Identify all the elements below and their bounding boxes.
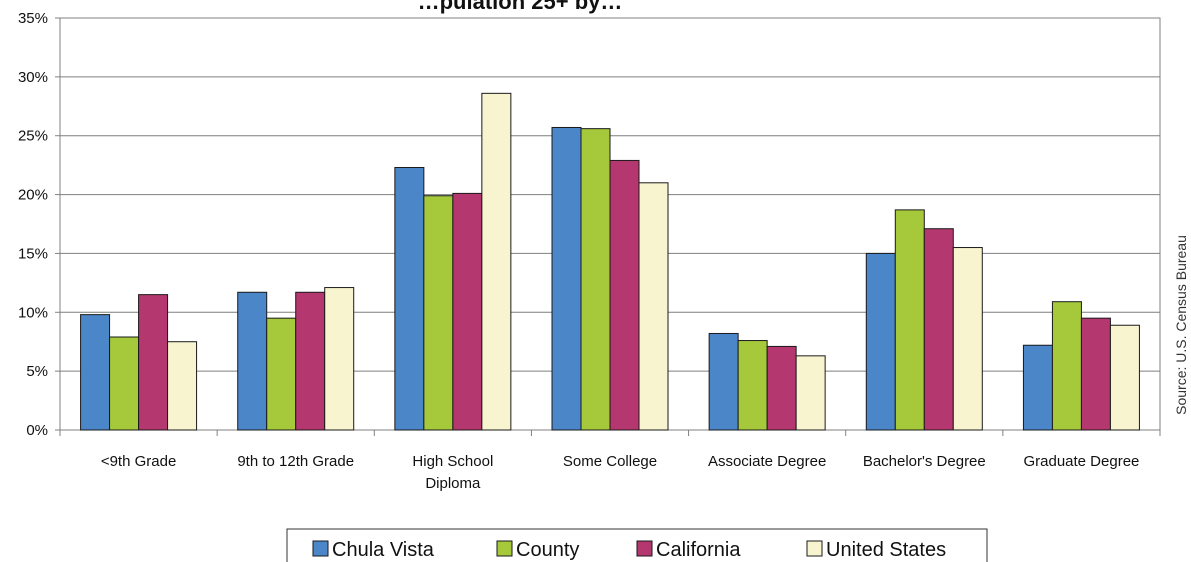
bar xyxy=(481,92,512,431)
bar xyxy=(1080,317,1111,431)
legend-swatch xyxy=(636,540,653,557)
bar xyxy=(266,317,297,431)
bar xyxy=(80,314,111,431)
x-axis-categories: <9th Grade 9th to 12th Grade High School Di… xyxy=(59,430,1161,492)
y-tick-label: 25% xyxy=(18,128,48,145)
bar xyxy=(1051,301,1082,431)
y-tick-label: 5% xyxy=(26,363,48,380)
legend-label: Chula Vista xyxy=(332,539,435,561)
bar xyxy=(324,287,355,431)
x-category-label: Graduate Degree xyxy=(1023,453,1139,470)
y-tick-label: 20% xyxy=(18,187,48,204)
source-note: Source: U.S. Census Bureau xyxy=(1173,235,1189,415)
legend-label: California xyxy=(656,539,741,561)
x-category-label: Associate Degree xyxy=(708,453,826,470)
y-tick-label: 30% xyxy=(18,69,48,86)
x-category-label: High School Diploma xyxy=(412,453,493,492)
x-category-label: Some College xyxy=(563,453,657,470)
bar xyxy=(1022,344,1053,431)
legend-swatch xyxy=(312,540,329,557)
bar xyxy=(167,341,198,431)
bar xyxy=(708,332,739,431)
bar xyxy=(237,291,268,431)
bar xyxy=(795,355,826,431)
bar xyxy=(609,159,640,431)
x-category-label: 9th to 12th Grade xyxy=(237,453,354,470)
bar xyxy=(551,126,582,431)
bar xyxy=(766,345,797,431)
bar xyxy=(865,252,896,431)
bars xyxy=(80,92,1140,431)
legend-swatch xyxy=(806,540,823,557)
y-tick-label: 10% xyxy=(18,304,48,321)
bar xyxy=(109,336,140,431)
bar xyxy=(737,340,768,431)
chart-title: …pulation 25+ by… xyxy=(418,0,623,14)
bar xyxy=(580,128,611,431)
bar xyxy=(894,209,925,431)
legend-swatch xyxy=(496,540,513,557)
legend: Chula Vista County California United States xyxy=(286,528,988,562)
bar xyxy=(295,291,326,431)
bar xyxy=(138,294,169,431)
y-axis-ticks: 0% 5% 10% 15% 20% 25% 30% 35% xyxy=(18,10,60,439)
y-tick-label: 35% xyxy=(18,10,48,27)
bar xyxy=(638,182,669,431)
legend-label: County xyxy=(516,539,579,561)
y-tick-label: 15% xyxy=(18,245,48,262)
legend-label: United States xyxy=(826,539,946,561)
bar xyxy=(952,247,983,431)
bar xyxy=(1109,324,1140,431)
bar xyxy=(423,195,454,431)
x-category-label: Bachelor's Degree xyxy=(863,453,986,470)
x-category-label: <9th Grade xyxy=(101,453,176,470)
y-tick-label: 0% xyxy=(26,422,48,439)
bar xyxy=(394,166,425,431)
bar xyxy=(452,192,483,431)
bar xyxy=(923,228,954,431)
